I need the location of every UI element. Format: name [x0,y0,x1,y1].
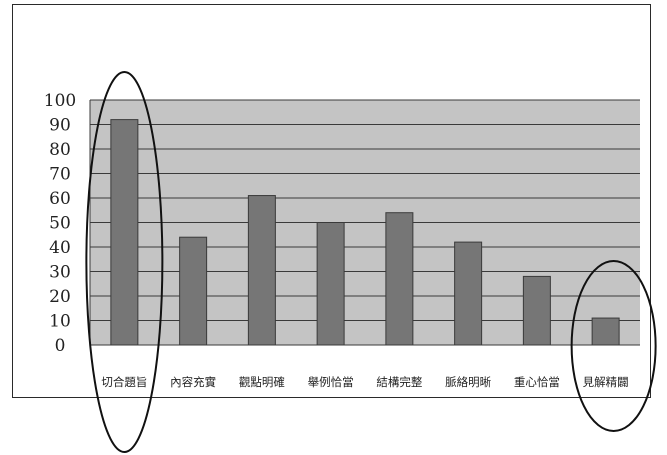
x-category-label: 脈絡明晰 [445,375,491,389]
x-category-label: 結構完整 [376,375,422,389]
y-tick-label: 0 [55,336,66,356]
y-tick-label: 80 [49,140,71,160]
bar [179,236,208,346]
x-category-label: 內容充實 [170,375,216,389]
x-category-label: 見解精闢 [583,375,629,389]
x-category-label: 觀點明確 [239,375,285,389]
y-tick-label: 90 [49,116,71,136]
x-category-label: 重心恰當 [514,375,560,389]
annotations [85,71,657,453]
annotation-ellipse [570,260,657,432]
y-tick-label: 100 [44,91,76,111]
bar [385,212,414,346]
y-tick-label: 60 [49,189,71,209]
x-category-label: 切合題旨 [101,375,147,389]
y-axis-tick-labels: 0 10 20 30 40 50 60 70 80 90 100 [44,91,76,356]
y-tick-label: 20 [49,287,71,307]
y-tick-label: 50 [49,214,71,234]
y-tick-label: 70 [49,165,71,185]
bars [110,119,620,346]
y-tick-label: 40 [49,238,71,258]
x-axis-category-labels: 切合題旨 內容充實 觀點明確 舉例恰當 結構完整 脈絡明晰 重心恰當 見解精闢 [101,375,628,389]
bar [316,222,345,346]
bar [522,275,551,346]
y-tick-label: 10 [49,312,71,332]
bar [110,119,139,346]
bar [454,241,483,346]
annotation-ellipse [85,71,164,453]
y-tick-label: 30 [49,263,71,283]
bar [591,317,620,346]
x-category-label: 舉例恰當 [308,375,354,389]
bar [247,195,276,346]
